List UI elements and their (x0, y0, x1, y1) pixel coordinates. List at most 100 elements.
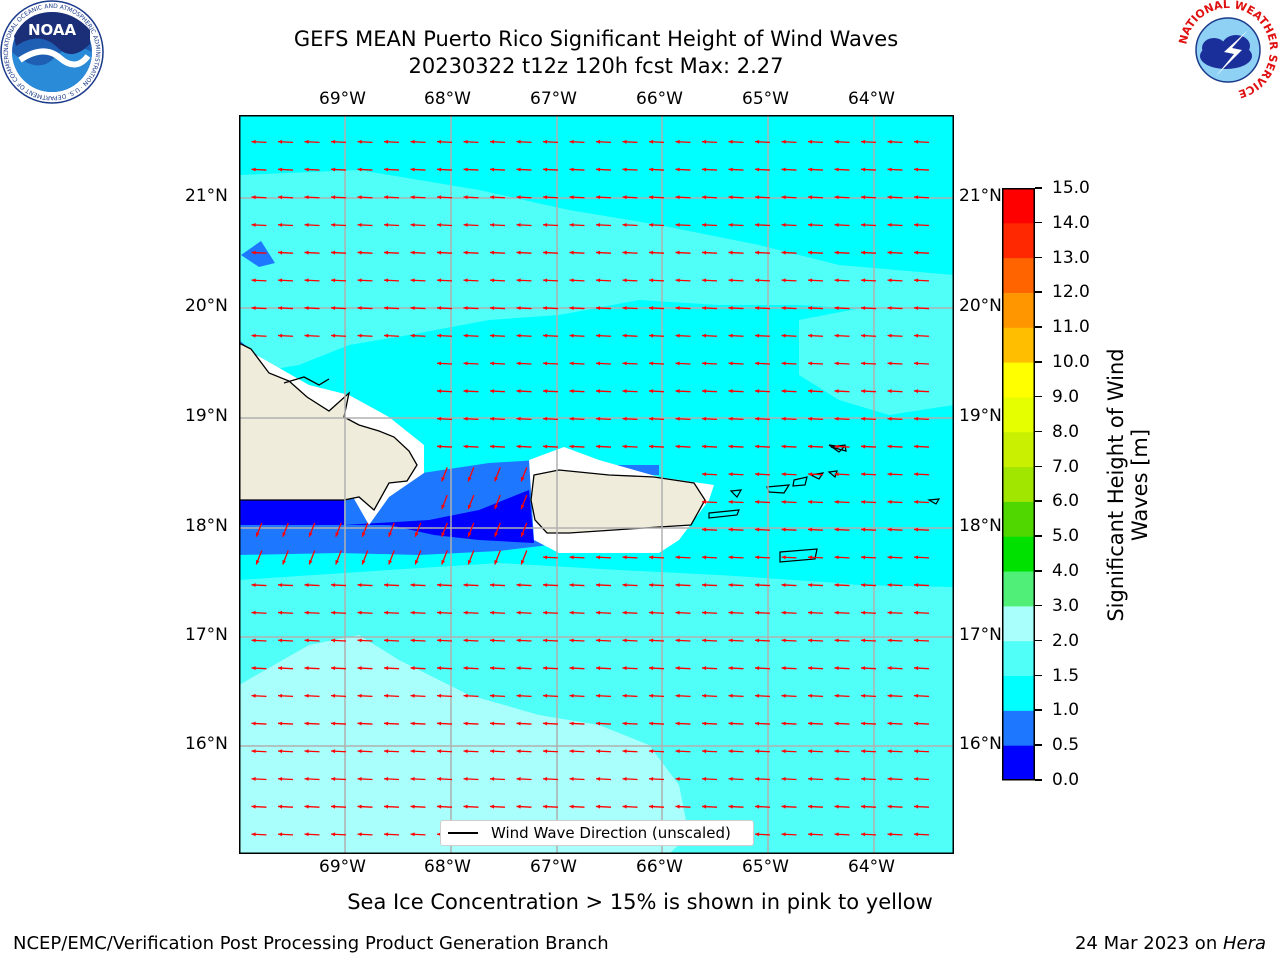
vector-arrowhead (543, 416, 548, 421)
vector-arrowhead (914, 472, 919, 477)
vector-arrowhead (463, 666, 468, 671)
vector-arrowhead (622, 278, 627, 283)
vector-arrowhead (834, 167, 839, 172)
vector-arrowhead (834, 333, 839, 338)
vector-arrowhead (675, 278, 680, 283)
vector-arrowhead (675, 721, 680, 726)
vector-arrowhead (490, 721, 495, 726)
colorbar-segment (1002, 571, 1035, 607)
vector-arrowhead (649, 306, 654, 310)
vector-arrowhead (384, 666, 389, 671)
vector-arrowhead (887, 527, 892, 532)
vector-arrowhead (781, 832, 786, 837)
vector-arrowhead (437, 610, 442, 615)
vector-arrowhead (622, 250, 627, 255)
vector-arrowhead (414, 559, 419, 565)
vector-arrowhead (304, 195, 309, 200)
vector-arrowhead (543, 638, 548, 643)
vector-arrowhead (304, 139, 309, 144)
vector-arrowhead (675, 583, 680, 587)
vector-arrowhead (781, 638, 786, 643)
vector-arrowhead (331, 306, 336, 310)
vector-arrowhead (834, 139, 839, 144)
colorbar-segment (1002, 431, 1035, 468)
vector-arrowhead (887, 195, 892, 200)
vector-arrowhead (490, 333, 495, 338)
vector-arrowhead (861, 749, 866, 754)
vector-arrowhead (622, 804, 627, 809)
vector-arrowhead (834, 499, 839, 504)
vector-arrowhead (490, 638, 495, 643)
vector-arrowhead (728, 333, 733, 338)
vector-arrowhead (520, 559, 525, 565)
vector-arrowhead (728, 693, 733, 698)
vector-arrowhead (781, 444, 786, 449)
vector-arrowhead (675, 666, 680, 671)
vector-arrowhead (490, 389, 495, 394)
tick-bottom-68w: 68°W (424, 857, 471, 877)
vector-arrowhead (834, 583, 839, 587)
vector-arrowhead (463, 776, 468, 781)
vector-arrowhead (728, 776, 733, 781)
tick-right-16n: 16°N (959, 734, 1002, 754)
colorbar-tick-label: 6.0 (1052, 491, 1080, 512)
vector-arrowhead (384, 804, 389, 809)
tick-top-64w: 64°W (848, 89, 895, 109)
vector-arrowhead (569, 222, 574, 227)
vector-arrowhead (388, 559, 393, 565)
vector-arrowhead (887, 749, 892, 754)
tick-top-66w: 66°W (636, 89, 683, 109)
vector-arrowhead (463, 333, 468, 338)
vector-arrowhead (463, 583, 468, 587)
vector-arrowhead (702, 333, 707, 338)
vector-arrowhead (702, 444, 707, 449)
tick-top-68w: 68°W (424, 89, 471, 109)
vector-arrowhead (781, 167, 786, 172)
vector-arrowhead (861, 832, 866, 837)
colorbar-segment (1002, 675, 1035, 711)
vector-arrowhead (516, 278, 521, 283)
vector-arrowhead (834, 638, 839, 643)
vector-arrowhead (357, 693, 362, 698)
vector-arrowhead (861, 610, 866, 615)
colorbar-tick-label: 0.0 (1052, 770, 1080, 790)
vector-arrowhead (649, 444, 654, 449)
vector-arrowhead (834, 749, 839, 754)
vector-arrowhead (384, 832, 389, 837)
vector-arrowhead (808, 472, 813, 477)
vector-arrowhead (914, 666, 919, 671)
tick-top-69w: 69°W (319, 89, 366, 109)
vector-arrowhead (887, 139, 892, 144)
vector-arrowhead (861, 499, 866, 504)
colorbar-tick-mark (1035, 361, 1042, 363)
vector-arrowhead (702, 139, 707, 144)
vector-arrowhead (596, 555, 601, 560)
vector-arrowhead (463, 416, 468, 421)
vector-arrowhead (887, 776, 892, 781)
vector-arrowhead (308, 532, 313, 537)
tick-left-19n: 19°N (185, 406, 228, 426)
vector-arrowhead (437, 139, 442, 144)
vector-arrowhead (516, 389, 521, 394)
vector-arrowhead (569, 583, 574, 587)
vector-arrowhead (808, 555, 813, 560)
vector-arrowhead (304, 638, 309, 643)
vector-arrowhead (861, 195, 866, 200)
vector-arrowhead (441, 559, 446, 565)
vector-arrowhead (596, 776, 601, 781)
vector-arrowhead (728, 306, 733, 310)
vector-arrowhead (251, 139, 256, 144)
vector-arrowhead (490, 693, 495, 698)
vector-arrowhead (781, 361, 786, 366)
vector-arrowhead (755, 139, 760, 144)
vector-arrowhead (808, 444, 813, 449)
vector-arrowhead (384, 139, 389, 144)
vector-arrowhead (490, 804, 495, 809)
vector-arrowhead (278, 278, 283, 283)
vector-arrowhead (702, 306, 707, 310)
colorbar-tick-label: 1.0 (1052, 700, 1080, 721)
vector-arrowhead (834, 472, 839, 477)
colorbar-tick-label: 9.0 (1052, 386, 1080, 407)
vector-arrowhead (304, 167, 309, 172)
vector-arrowhead (834, 610, 839, 615)
